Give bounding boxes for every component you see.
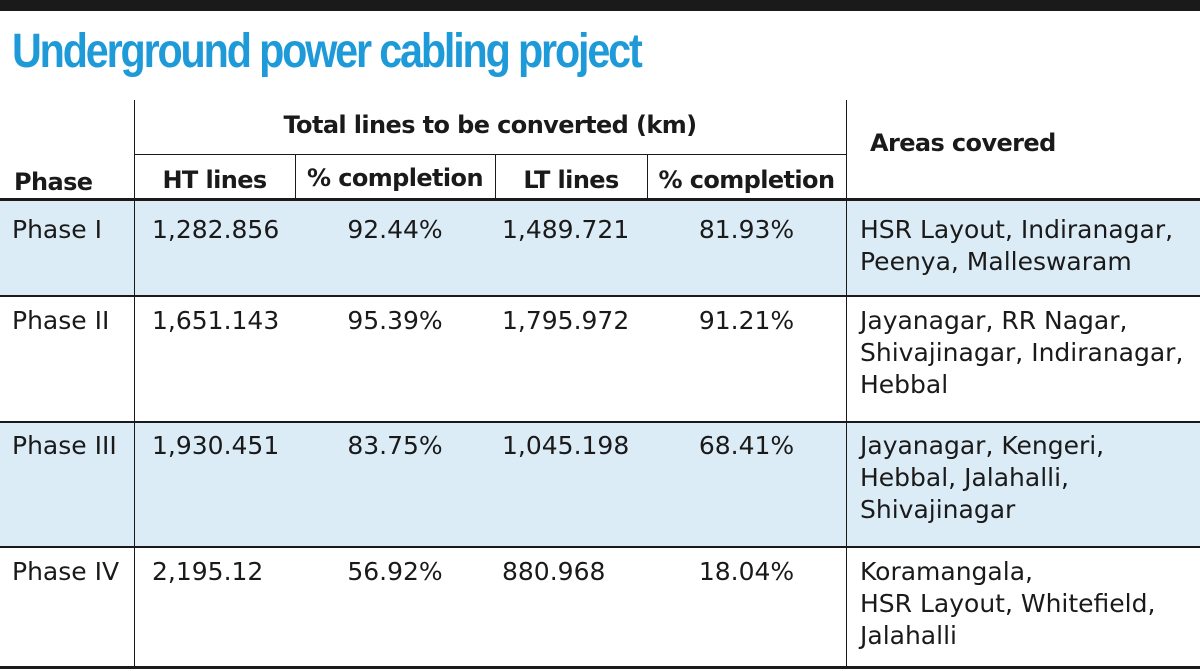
column-divider (647, 155, 648, 201)
area-line: Shivajinagar (860, 495, 1016, 524)
area-line: Jayanagar, Kengeri, (860, 431, 1105, 460)
header-ht-completion: % completion (307, 164, 483, 192)
cell-areas: Jayanagar, RR Nagar, Shivajinagar, Indir… (860, 305, 1183, 401)
chart-title: Underground power cabling project (12, 25, 643, 78)
cell-ht-lines: 2,195.12 (152, 557, 264, 586)
cell-ht-completion: 92.44% (347, 215, 443, 244)
header-rule (0, 198, 1200, 201)
area-line: HSR Layout, Whitefield, (860, 589, 1156, 618)
cell-ht-lines: 1,651.143 (152, 306, 280, 335)
cell-lt-completion: 91.21% (698, 306, 795, 335)
cell-phase: Phase II (12, 306, 110, 335)
header-areas: Areas covered (870, 129, 1056, 157)
cell-lt-lines: 880.968 (502, 557, 606, 586)
cell-ht-lines: 1,930.451 (152, 431, 280, 460)
area-line: Peenya, Malleswaram (860, 247, 1132, 276)
column-divider (495, 155, 496, 201)
row-background-3 (0, 423, 1200, 546)
group-header-rule (134, 154, 846, 155)
header-lt-lines: LT lines (523, 166, 619, 194)
cell-lt-completion: 68.41% (698, 431, 795, 460)
cell-ht-completion: 56.92% (347, 557, 443, 586)
column-divider (295, 155, 296, 201)
header-ht-lines: HT lines (162, 166, 267, 194)
cell-phase: Phase III (12, 431, 117, 460)
row-rule (0, 546, 1200, 548)
cell-lt-lines: 1,045.198 (502, 431, 630, 460)
header-phase: Phase (14, 168, 93, 196)
cell-areas: HSR Layout, Indiranagar, Peenya, Mallesw… (860, 214, 1173, 278)
area-line: Jayanagar, RR Nagar, (860, 306, 1128, 335)
cell-phase: Phase I (12, 215, 102, 244)
cell-areas: Koramangala, HSR Layout, Whitefield, Jal… (860, 556, 1155, 652)
area-line: Shivajinagar, Indiranagar, (860, 338, 1184, 367)
cell-lt-lines: 1,489.721 (502, 215, 630, 244)
cell-ht-completion: 83.75% (347, 431, 443, 460)
header-lt-completion: % completion (658, 166, 835, 194)
row-background-4 (0, 548, 1200, 666)
data-table: Total lines to be converted (km) Phase H… (0, 100, 1200, 671)
area-line: Koramangala, (860, 557, 1033, 586)
cell-areas: Jayanagar, Kengeri, Hebbal, Jalahalli, S… (860, 430, 1104, 526)
column-divider (134, 100, 135, 668)
row-rule (0, 421, 1200, 423)
row-background-2 (0, 297, 1200, 421)
row-rule (0, 295, 1200, 297)
cell-lt-lines: 1,795.972 (502, 306, 630, 335)
cell-phase: Phase IV (12, 557, 120, 586)
column-group-header: Total lines to be converted (km) (283, 111, 697, 139)
bottom-rule (0, 666, 1200, 669)
cell-lt-completion: 81.93% (698, 215, 795, 244)
cell-ht-completion: 95.39% (347, 306, 443, 335)
area-line: HSR Layout, Indiranagar, (860, 215, 1174, 244)
area-line: Hebbal, Jalahalli, (860, 463, 1069, 492)
area-line: Hebbal (860, 370, 949, 399)
area-line: Jalahalli (860, 621, 957, 650)
cell-ht-lines: 1,282.856 (152, 215, 280, 244)
column-divider (846, 100, 847, 668)
top-rule (0, 0, 1200, 11)
row-background-1 (0, 201, 1200, 295)
cell-lt-completion: 18.04% (698, 557, 795, 586)
